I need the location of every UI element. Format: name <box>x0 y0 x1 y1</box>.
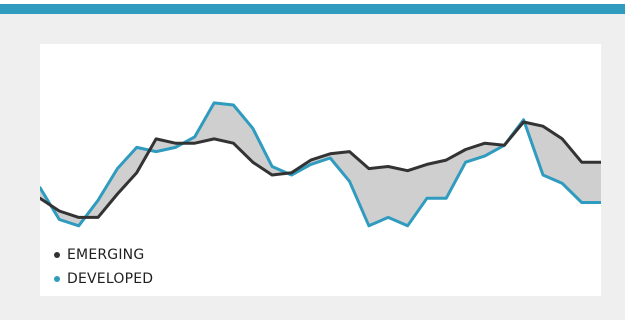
fill-between-area <box>40 102 601 226</box>
legend-dot-developed <box>54 276 60 282</box>
line-chart <box>40 101 601 228</box>
legend-dot-emerging <box>54 252 60 258</box>
legend-item-developed: DEVELOPED <box>54 267 153 291</box>
chart-legend: EMERGING DEVELOPED <box>54 243 153 291</box>
top-accent-cap <box>0 0 625 4</box>
legend-label-developed: DEVELOPED <box>67 271 154 287</box>
legend-item-emerging: EMERGING <box>54 243 153 267</box>
legend-label-emerging: EMERGING <box>67 247 145 263</box>
series-line-emerging <box>40 120 601 219</box>
